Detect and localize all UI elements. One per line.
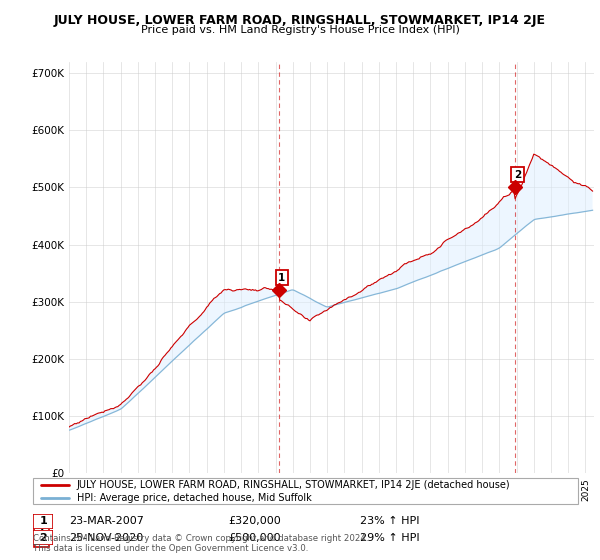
FancyBboxPatch shape: [33, 530, 53, 545]
Text: HPI: Average price, detached house, Mid Suffolk: HPI: Average price, detached house, Mid …: [77, 493, 311, 503]
FancyBboxPatch shape: [33, 478, 578, 504]
Text: Contains HM Land Registry data © Crown copyright and database right 2024.
This d: Contains HM Land Registry data © Crown c…: [33, 534, 368, 553]
FancyBboxPatch shape: [34, 533, 49, 547]
Text: 25-NOV-2020: 25-NOV-2020: [69, 533, 143, 543]
Text: 29% ↑ HPI: 29% ↑ HPI: [360, 533, 419, 543]
Text: 2: 2: [38, 535, 45, 545]
FancyBboxPatch shape: [33, 514, 53, 529]
Text: £500,000: £500,000: [228, 533, 281, 543]
FancyBboxPatch shape: [34, 525, 49, 539]
Text: 1: 1: [38, 528, 45, 538]
Text: 2: 2: [514, 170, 521, 180]
Text: JULY HOUSE, LOWER FARM ROAD, RINGSHALL, STOWMARKET, IP14 2JE: JULY HOUSE, LOWER FARM ROAD, RINGSHALL, …: [54, 14, 546, 27]
Text: 23-MAR-2007: 23-MAR-2007: [69, 516, 144, 526]
Text: 23% ↑ HPI: 23% ↑ HPI: [360, 516, 419, 526]
Text: 2: 2: [40, 533, 47, 543]
Text: 1: 1: [40, 516, 47, 526]
Text: Price paid vs. HM Land Registry's House Price Index (HPI): Price paid vs. HM Land Registry's House …: [140, 25, 460, 35]
Text: 1: 1: [278, 273, 286, 283]
Text: £320,000: £320,000: [228, 516, 281, 526]
Text: JULY HOUSE, LOWER FARM ROAD, RINGSHALL, STOWMARKET, IP14 2JE (detached house): JULY HOUSE, LOWER FARM ROAD, RINGSHALL, …: [77, 480, 511, 489]
